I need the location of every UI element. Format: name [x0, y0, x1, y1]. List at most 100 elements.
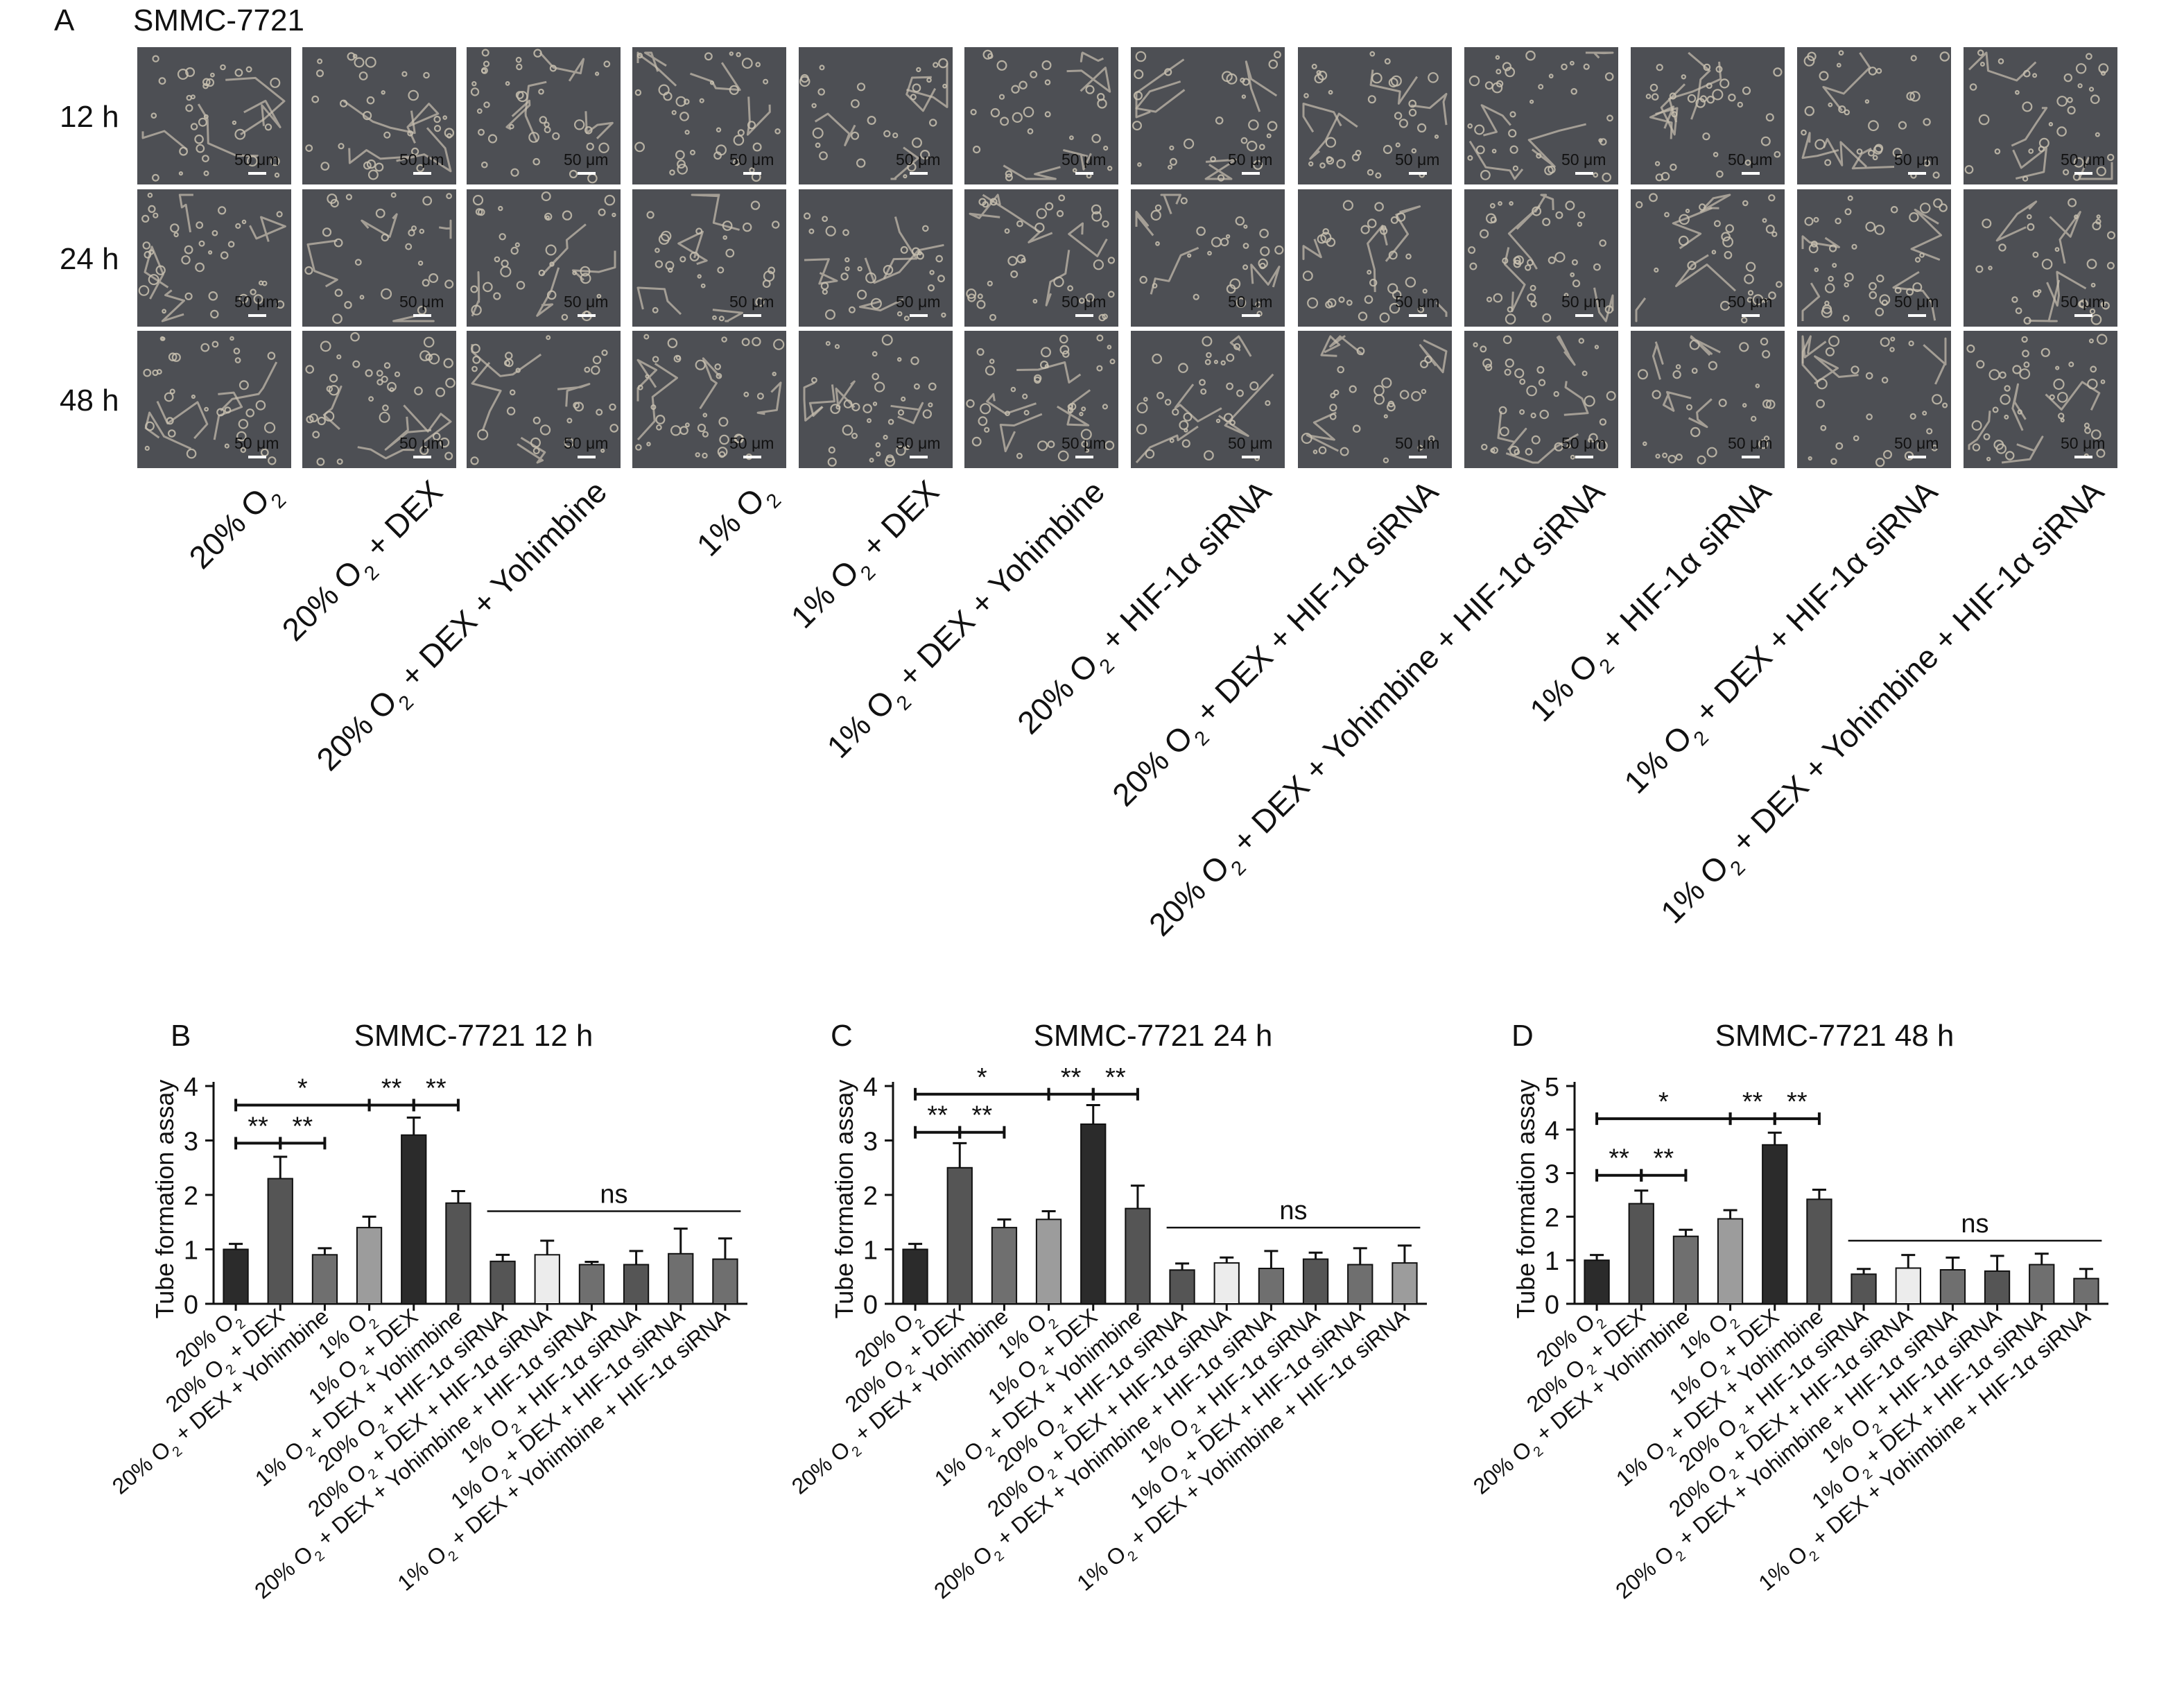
tube-strand [1016, 361, 1082, 384]
cell-cluster [1571, 259, 1578, 266]
cell-cluster [1820, 424, 1827, 431]
tube-strand [1503, 247, 1526, 313]
cell-cluster [987, 280, 993, 286]
cell-cluster [1742, 200, 1749, 207]
cell-cluster [210, 72, 215, 78]
cell-cluster [1824, 159, 1832, 166]
tube-strand [1003, 164, 1061, 180]
cell-cluster [1496, 69, 1502, 75]
cell-cluster [2096, 449, 2106, 458]
micrograph-image: 50 μm [964, 47, 1118, 184]
micrograph-image: 50 μm [632, 331, 786, 468]
scale-bar [1742, 456, 1760, 458]
cell-cluster [322, 227, 332, 237]
tube-strand [712, 309, 743, 322]
cell-cluster [194, 135, 204, 144]
cell-cluster [916, 252, 924, 260]
cell-cluster [1531, 435, 1541, 445]
cell-cluster [1489, 203, 1496, 209]
cell-cluster [881, 334, 893, 346]
micrograph-image: 50 μm [137, 331, 291, 468]
cell-cluster [718, 316, 725, 322]
cell-cluster [966, 399, 975, 408]
cell-cluster [1747, 290, 1754, 296]
cell-cluster [2075, 63, 2087, 74]
cell-cluster [863, 404, 872, 413]
cell-cluster [561, 313, 569, 321]
cell-cluster [1405, 277, 1416, 288]
cell-cluster [186, 94, 192, 101]
cell-cluster [1034, 376, 1041, 384]
significance-label: ** [293, 1112, 313, 1141]
cell-cluster [205, 78, 215, 87]
cell-cluster [1553, 390, 1559, 397]
cell-cluster [1577, 221, 1583, 227]
cell-cluster [309, 413, 318, 422]
cell-cluster [1978, 114, 1990, 126]
cell-cluster [376, 370, 383, 377]
cell-cluster [872, 351, 878, 357]
scale-bar-label: 50 μm [896, 293, 940, 311]
significance-label: * [977, 1063, 987, 1092]
cell-cluster [1390, 216, 1398, 224]
y-tick-label: 4 [1545, 1117, 1559, 1146]
cell-cluster [184, 292, 193, 300]
cell-cluster [1643, 441, 1647, 447]
cell-cluster [1548, 74, 1554, 79]
cell-cluster [718, 417, 729, 427]
cell-cluster [834, 344, 840, 350]
cell-cluster [1775, 281, 1783, 288]
cell-cluster [152, 55, 159, 62]
cell-cluster [1588, 433, 1598, 442]
cell-cluster [445, 377, 456, 388]
cell-cluster [381, 375, 388, 383]
cell-cluster [1519, 409, 1525, 415]
cell-cluster [1655, 454, 1661, 459]
cell-cluster [1135, 51, 1147, 62]
cell-cluster [655, 260, 664, 268]
cell-cluster [1480, 345, 1487, 353]
cell-cluster [1919, 203, 1931, 214]
cell-cluster [966, 288, 977, 300]
cell-cluster [825, 341, 831, 346]
tube-strand [756, 381, 782, 415]
cell-cluster [538, 88, 544, 95]
cell-cluster [901, 396, 906, 402]
cell-cluster [185, 67, 196, 77]
cell-cluster [483, 101, 490, 108]
cell-cluster [1504, 368, 1511, 376]
tube-strand [982, 193, 1053, 243]
cell-cluster [1606, 390, 1616, 401]
cell-cluster [1514, 255, 1525, 266]
cell-cluster [1143, 397, 1148, 402]
cell-cluster [1167, 164, 1172, 170]
cell-cluster [1041, 60, 1052, 70]
cell-cluster [1892, 148, 1903, 158]
cell-cluster [198, 240, 205, 247]
cell-cluster [471, 80, 477, 87]
cell-cluster [354, 259, 362, 266]
scale-bar [1908, 172, 1926, 175]
cell-cluster [1819, 71, 1829, 81]
micrograph-image: 50 μm [137, 189, 291, 327]
tube-strand [1851, 147, 1895, 170]
cell-cluster [685, 422, 690, 428]
cell-cluster [1058, 194, 1066, 202]
cell-cluster [903, 174, 908, 179]
cell-cluster [1979, 61, 1985, 67]
cell-cluster [1844, 208, 1852, 216]
cell-cluster [1240, 77, 1245, 83]
cell-cluster [771, 221, 780, 229]
cell-cluster [382, 404, 389, 411]
bar [1347, 1264, 1373, 1304]
tube-strand [1135, 58, 1185, 119]
cell-cluster [1686, 404, 1693, 411]
tube-strand [1250, 264, 1281, 288]
cell-cluster [2019, 368, 2031, 379]
cell-cluster [927, 284, 935, 292]
cell-cluster [152, 369, 159, 377]
micrograph-background [1964, 189, 2117, 327]
tube-strand [213, 391, 243, 440]
cell-cluster [358, 71, 368, 80]
cell-cluster [911, 137, 922, 148]
